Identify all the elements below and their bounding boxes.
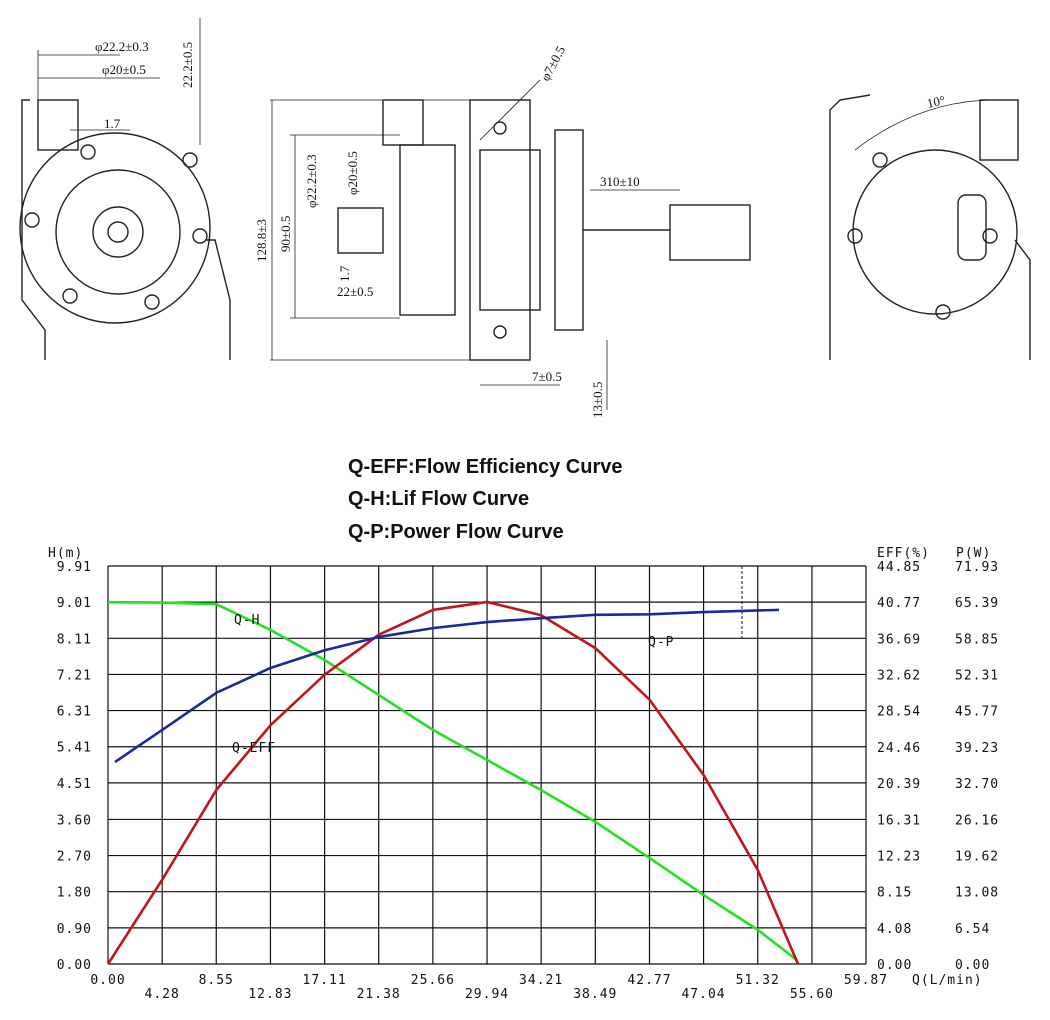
x-tick-label: 59.87	[844, 973, 888, 988]
x-tick-label: 4.28	[145, 987, 180, 1002]
y2-tick-label: 44.85	[877, 560, 921, 575]
y-tick-label: 9.91	[57, 560, 92, 575]
y-tick-label: 0.00	[57, 958, 92, 973]
y3-tick-label: 65.39	[955, 596, 999, 611]
dimension-label: 90±0.5	[278, 216, 293, 252]
side-drawing: φ7±0.5 128.8±3 90±0.5 φ22.2±0.3 φ20±0.5 …	[254, 43, 751, 418]
y-tick-label: 0.90	[57, 922, 92, 937]
dimension-label: 22.2±0.5	[180, 42, 195, 88]
chart-title: Q-EFF:Flow Efficiency Curve	[348, 456, 622, 478]
y-tick-label: 8.11	[57, 632, 92, 647]
y3-tick-label: 6.54	[955, 922, 990, 937]
dimension-label: φ20±0.5	[102, 62, 146, 77]
chart-title: Q-H:Lif Flow Curve	[348, 488, 529, 510]
y-tick-label: 3.60	[57, 813, 92, 828]
x-tick-label: 25.66	[411, 973, 455, 988]
y3-tick-label: 52.31	[955, 669, 999, 684]
dimension-label: 1.7	[104, 116, 121, 131]
y3-tick-label: 39.23	[955, 741, 999, 756]
y2-axis-label: EFF(%)	[877, 546, 930, 561]
y3-tick-label: 32.70	[955, 777, 999, 792]
y3-tick-label: 26.16	[955, 813, 999, 828]
plot: 0.00 4.28 8.55 12.83 17.11 21.38 25.66 29.94 34.…	[57, 560, 999, 1002]
y2-tick-label: 8.15	[877, 886, 912, 901]
y3-tick-label: 71.93	[955, 560, 999, 575]
dimension-label: 128.8±3	[254, 219, 269, 262]
y-tick-label: 9.01	[57, 596, 92, 611]
x-tick-label: 0.00	[90, 973, 125, 988]
y3-tick-label: 13.08	[955, 886, 999, 901]
y2-tick-label: 0.00	[877, 958, 912, 973]
x-tick-label: 12.83	[248, 987, 292, 1002]
dimension-label: φ22.2±0.3	[95, 39, 149, 54]
x-tick-label: 21.38	[357, 987, 401, 1002]
y3-tick-label: 0.00	[955, 958, 990, 973]
curve	[106, 600, 800, 965]
dimension-label: φ7±0.5	[537, 43, 568, 83]
y2-tick-label: 36.69	[877, 632, 921, 647]
x-axis-label: Q(L/min)	[912, 973, 983, 988]
chart-title: Q-P:Power Flow Curve	[348, 521, 564, 543]
y3-tick-label: 45.77	[955, 705, 999, 720]
y-tick-label: 1.80	[57, 886, 92, 901]
curve	[114, 608, 780, 764]
y2-tick-label: 32.62	[877, 669, 921, 684]
y-tick-label: 7.21	[57, 668, 92, 683]
dimension-label: 7±0.5	[532, 369, 562, 384]
y-tick-label: 5.41	[57, 741, 92, 756]
y2-tick-label: 12.23	[877, 849, 921, 864]
y3-axis-label: P(W)	[956, 546, 991, 561]
x-tick-label: 29.94	[465, 987, 509, 1002]
x-tick-label: 8.55	[199, 973, 234, 988]
dimension-label: φ22.2±0.3	[304, 154, 319, 208]
y3-tick-label: 58.85	[955, 632, 999, 647]
y2-tick-label: 40.77	[877, 596, 921, 611]
y-tick-label: 6.31	[57, 705, 92, 720]
curve-label: Q-H	[234, 613, 260, 628]
dimension-label: 10°	[926, 92, 947, 110]
x-tick-label: 34.21	[519, 973, 563, 988]
dimension-label: φ20±0.5	[345, 151, 360, 195]
x-tick-label: 17.11	[303, 973, 347, 988]
y2-tick-label: 28.54	[877, 705, 921, 720]
curve-label: Q-EFF	[232, 741, 276, 756]
y-tick-label: 2.70	[57, 850, 92, 865]
y2-tick-label: 4.08	[877, 922, 912, 937]
front-drawing: φ22.2±0.3 φ20±0.5 22.2±0.5 1.7	[19, 18, 231, 360]
curve	[107, 600, 798, 962]
y2-tick-label: 20.39	[877, 777, 921, 792]
dimension-label: 310±10	[600, 174, 640, 189]
y-axis-label: H(m)	[48, 546, 83, 561]
x-tick-label: 38.49	[573, 987, 617, 1002]
y2-tick-label: 16.31	[877, 813, 921, 828]
x-tick-label: 51.32	[736, 973, 780, 988]
x-tick-label: 55.60	[790, 987, 834, 1002]
x-tick-label: 42.77	[627, 973, 671, 988]
x-tick-label: 47.04	[681, 987, 725, 1002]
y3-tick-label: 19.62	[955, 849, 999, 864]
dimension-label: 13±0.5	[590, 382, 605, 418]
back-drawing: 10°	[829, 92, 1031, 360]
curve-label: Q-P	[648, 635, 674, 650]
dimension-label: 1.7	[337, 265, 352, 282]
dimension-label: 22±0.5	[337, 284, 373, 299]
y2-tick-label: 24.46	[877, 741, 921, 756]
y-tick-label: 4.51	[57, 777, 92, 792]
